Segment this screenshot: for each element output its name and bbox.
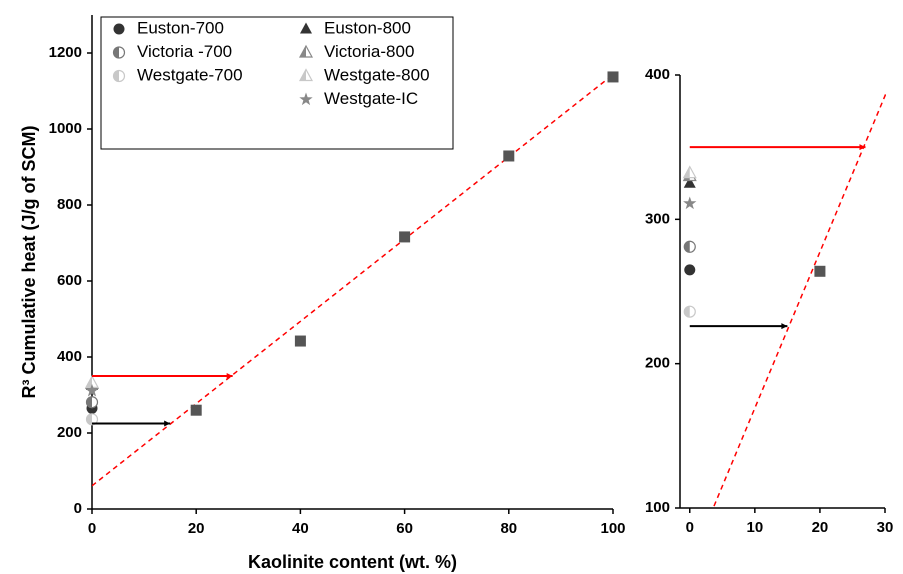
marker: [682, 165, 697, 179]
marker: [298, 44, 314, 58]
marker-shape: [190, 404, 202, 416]
x-axis-title: Kaolinite content (wt. %): [248, 552, 457, 572]
marker: [683, 240, 696, 253]
marker-half: [86, 413, 92, 425]
y-tick-label: 400: [645, 66, 670, 83]
marker-shape: [300, 22, 312, 34]
legend-label: Euston-700: [137, 18, 224, 37]
marker-half: [684, 241, 690, 253]
marker: [503, 150, 515, 162]
marker-half: [683, 166, 690, 178]
y-tick-label: 200: [645, 355, 670, 372]
y-tick-label: 600: [57, 272, 82, 289]
marker: [85, 413, 99, 426]
marker: [113, 23, 125, 35]
legend-label: Westgate-700: [137, 65, 243, 84]
marker: [814, 265, 826, 277]
marker-half: [684, 306, 690, 318]
plot-area: [712, 91, 886, 508]
marker-half: [86, 396, 92, 408]
y-tick-label: 1200: [49, 44, 82, 61]
fit-line: [712, 91, 886, 508]
x-tick-label: 0: [686, 519, 694, 536]
marker-half: [86, 376, 92, 388]
marker: [683, 176, 696, 188]
marker: [607, 71, 619, 83]
y-tick-label: 100: [645, 499, 670, 516]
y-tick-label: 0: [74, 500, 82, 517]
legend-label: Victoria-800: [324, 42, 414, 61]
marker: [299, 92, 313, 106]
y-axis-title: R³ Cumulative heat (J/g of SCM): [19, 125, 39, 398]
x-tick-label: 100: [600, 520, 625, 537]
legend-label: Westgate-800: [324, 65, 430, 84]
marker-shape: [503, 150, 515, 162]
fit-line: [92, 74, 614, 487]
marker-shape: [113, 23, 125, 35]
x-tick-label: 0: [88, 520, 96, 537]
marker-half: [300, 69, 306, 81]
marker-shape: [683, 176, 696, 188]
legend-label: Euston-800: [324, 18, 411, 37]
y-tick-label: 300: [645, 210, 670, 227]
marker: [298, 68, 314, 82]
marker-half: [113, 47, 120, 59]
x-tick-label: 20: [812, 519, 829, 536]
marker: [300, 22, 312, 34]
marker-half: [113, 70, 119, 82]
x-tick-label: 20: [188, 520, 205, 537]
marker-shape: [299, 92, 313, 106]
marker: [85, 396, 99, 409]
marker: [112, 46, 126, 59]
y-tick-label: 800: [57, 196, 82, 213]
marker: [85, 383, 99, 397]
x-tick-label: 30: [877, 519, 894, 536]
marker-shape: [814, 265, 826, 277]
y-tick-label: 200: [57, 424, 82, 441]
x-tick-label: 80: [500, 520, 517, 537]
marker: [294, 335, 306, 347]
marker-shape: [85, 383, 99, 397]
marker-shape: [607, 71, 619, 83]
legend-label: Westgate-IC: [324, 89, 418, 108]
legend-box: [100, 16, 454, 150]
marker: [190, 404, 202, 416]
x-tick-label: 10: [746, 519, 763, 536]
marker: [684, 264, 696, 276]
x-tick-label: 40: [292, 520, 309, 537]
plot-area: [92, 74, 614, 487]
marker-shape: [294, 335, 306, 347]
y-tick-label: 1000: [49, 120, 82, 137]
marker-shape: [684, 264, 696, 276]
x-tick-label: 60: [396, 520, 413, 537]
marker-shape: [399, 231, 411, 243]
legend-label: Victoria -700: [137, 42, 232, 61]
marker-half: [300, 46, 306, 57]
marker: [399, 231, 411, 243]
legend: Euston-700 Victoria -700 Westgate-700 Eusto…: [100, 16, 454, 150]
marker: [112, 69, 126, 83]
marker: [683, 196, 697, 210]
y-tick-label: 400: [57, 348, 82, 365]
marker: [683, 305, 696, 318]
marker-shape: [683, 196, 697, 210]
